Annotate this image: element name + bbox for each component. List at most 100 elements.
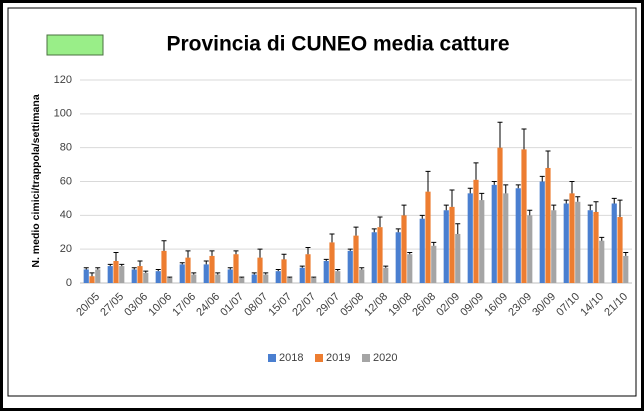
inner-frame bbox=[7, 7, 637, 397]
y-tick-label: 120 bbox=[54, 74, 72, 86]
error-bar bbox=[143, 270, 149, 273]
bar bbox=[587, 210, 593, 283]
error-bar bbox=[227, 267, 233, 270]
error-bar bbox=[623, 252, 629, 256]
error-bar bbox=[491, 181, 497, 185]
bar bbox=[305, 254, 311, 283]
bar bbox=[179, 264, 185, 283]
y-tick-label: 60 bbox=[60, 175, 72, 187]
error-bar bbox=[569, 181, 575, 194]
bar bbox=[233, 254, 239, 283]
bar bbox=[209, 255, 215, 283]
error-bar bbox=[167, 276, 173, 278]
bar bbox=[107, 266, 113, 283]
error-bar bbox=[455, 223, 461, 234]
error-bar bbox=[203, 260, 209, 265]
error-bar bbox=[473, 162, 479, 180]
bar bbox=[377, 227, 383, 283]
error-bar bbox=[419, 214, 425, 219]
error-bar bbox=[311, 276, 317, 278]
error-bar bbox=[353, 226, 359, 236]
bar bbox=[329, 242, 335, 283]
legend-label: 2020 bbox=[373, 352, 397, 364]
bar bbox=[539, 181, 545, 283]
bar bbox=[359, 269, 365, 283]
bar bbox=[287, 277, 293, 283]
bar bbox=[131, 269, 137, 283]
legend-swatch bbox=[268, 354, 276, 362]
bar bbox=[143, 272, 149, 283]
error-bar bbox=[401, 204, 407, 216]
bar bbox=[191, 274, 197, 283]
error-bar bbox=[287, 276, 293, 278]
bar bbox=[323, 261, 329, 283]
bar bbox=[443, 210, 449, 283]
bar bbox=[371, 232, 377, 283]
bar bbox=[521, 149, 527, 283]
error-bar bbox=[239, 276, 245, 278]
error-bar bbox=[515, 184, 521, 189]
y-tick-label: 40 bbox=[60, 209, 72, 221]
error-bar bbox=[407, 252, 413, 255]
error-bar bbox=[563, 199, 569, 204]
bar bbox=[167, 277, 173, 283]
y-tick-label: 100 bbox=[54, 108, 72, 120]
bar bbox=[449, 206, 455, 283]
bar bbox=[161, 250, 167, 283]
chart-title: Provincia di CUNEO media catture bbox=[166, 33, 509, 56]
bar bbox=[119, 266, 125, 283]
error-bar bbox=[425, 170, 431, 192]
bar bbox=[311, 277, 317, 283]
legend-swatch bbox=[315, 354, 323, 362]
error-bar bbox=[251, 272, 257, 275]
error-bar bbox=[329, 233, 335, 243]
bar bbox=[569, 193, 575, 283]
error-bar bbox=[599, 236, 605, 241]
legend-box-decor bbox=[46, 34, 104, 56]
error-bar bbox=[449, 189, 455, 207]
error-bar bbox=[113, 252, 119, 262]
y-tick-label: 80 bbox=[60, 142, 72, 154]
bar bbox=[515, 188, 521, 283]
legend-label: 2018 bbox=[279, 352, 303, 364]
bar bbox=[491, 184, 497, 283]
bar bbox=[89, 276, 95, 283]
error-bar bbox=[275, 268, 281, 272]
bar bbox=[563, 203, 569, 283]
error-bar bbox=[233, 250, 239, 255]
bar bbox=[155, 271, 161, 283]
bar bbox=[185, 257, 191, 283]
error-bar bbox=[335, 268, 341, 272]
error-bar bbox=[617, 199, 623, 218]
bar bbox=[299, 267, 305, 283]
bar bbox=[353, 235, 359, 283]
bar bbox=[335, 271, 341, 283]
bar bbox=[263, 274, 269, 283]
error-bar bbox=[611, 197, 617, 204]
error-bar bbox=[395, 228, 401, 233]
error-bar bbox=[587, 204, 593, 211]
bar bbox=[599, 240, 605, 283]
error-bar bbox=[281, 253, 287, 260]
bar bbox=[383, 267, 389, 283]
bar bbox=[575, 201, 581, 283]
error-bar bbox=[521, 128, 527, 150]
bar bbox=[281, 259, 287, 283]
error-bar bbox=[119, 263, 125, 267]
error-bar bbox=[305, 246, 311, 255]
bar bbox=[527, 215, 533, 283]
error-bar bbox=[89, 272, 95, 277]
error-bar bbox=[95, 267, 101, 270]
bar bbox=[395, 232, 401, 283]
error-bar bbox=[299, 265, 305, 268]
y-tick-label: 20 bbox=[60, 243, 72, 255]
legend-swatch bbox=[362, 354, 370, 362]
error-bar bbox=[209, 250, 215, 256]
bar bbox=[227, 269, 233, 283]
bar bbox=[275, 271, 281, 283]
bar bbox=[473, 179, 479, 283]
y-tick-label: 0 bbox=[66, 277, 72, 289]
error-bar bbox=[443, 204, 449, 211]
error-bar bbox=[479, 192, 485, 201]
